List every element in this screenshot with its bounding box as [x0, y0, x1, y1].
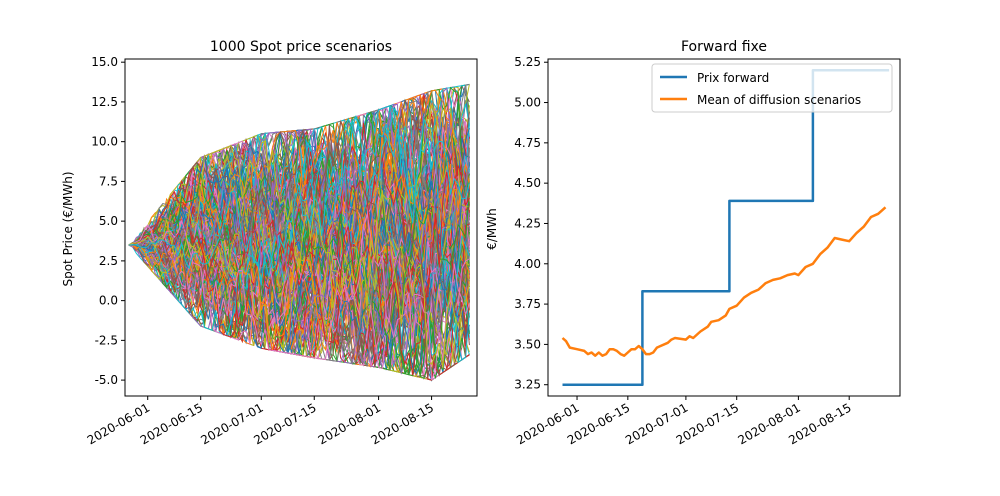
scenario-line — [128, 147, 470, 354]
legend-box — [651, 63, 893, 113]
y-axis-label: Spot Price (€/MWh) — [61, 171, 75, 286]
y-tick-label: 5.25 — [514, 55, 541, 69]
scenario-line — [128, 172, 470, 339]
scenario-line — [128, 122, 470, 327]
legend-label-prix-forward: Prix forward — [697, 71, 769, 85]
y-tick-label: 5.00 — [514, 96, 541, 110]
y-tick-label: 5.0 — [99, 214, 118, 228]
scenario-line — [128, 139, 470, 369]
axes-frame — [124, 58, 478, 397]
y-tick-label: 10.0 — [91, 135, 118, 149]
y-tick-label: 12.5 — [91, 95, 118, 109]
y-tick-label: 4.50 — [514, 176, 541, 190]
legend: Prix forward Mean of diffusion scenarios — [651, 63, 893, 113]
y-tick-label: 3.75 — [514, 297, 541, 311]
scenario-line — [128, 141, 470, 304]
y-tick-label: 7.5 — [99, 174, 118, 188]
y-tick-label: -5.0 — [95, 373, 118, 387]
legend-label-mean-diffusion: Mean of diffusion scenarios — [697, 93, 861, 107]
scenario-line — [128, 166, 470, 354]
scenario-line — [128, 86, 470, 322]
y-tick-label: 4.00 — [514, 257, 541, 271]
y-tick-label: 3.50 — [514, 337, 541, 351]
scenario-line — [128, 214, 470, 381]
series-line-mean-diffusion — [561, 206, 887, 357]
scenario-line — [128, 83, 470, 311]
y-tick-label: 2.5 — [99, 254, 118, 268]
chart-title: 1000 Spot price scenarios — [210, 39, 392, 55]
scenario-lines — [128, 83, 470, 382]
scenario-line — [128, 165, 470, 376]
scenario-line — [128, 114, 470, 286]
y-tick-label: 4.25 — [514, 216, 541, 230]
scenario-line — [128, 173, 470, 337]
y-axis-label: €/MWh — [485, 208, 499, 250]
y-tick-label: 3.25 — [514, 378, 541, 392]
scenario-line — [128, 189, 470, 349]
y-tick-label: 4.75 — [514, 136, 541, 150]
axes-frame — [547, 58, 901, 397]
scenario-line — [128, 165, 470, 365]
y-tick-label: 15.0 — [91, 55, 118, 69]
y-tick-label: -2.5 — [95, 333, 118, 347]
y-tick-label: 0.0 — [99, 294, 118, 308]
chart-title: Forward fixe — [681, 39, 767, 55]
scenario-line — [128, 107, 470, 337]
